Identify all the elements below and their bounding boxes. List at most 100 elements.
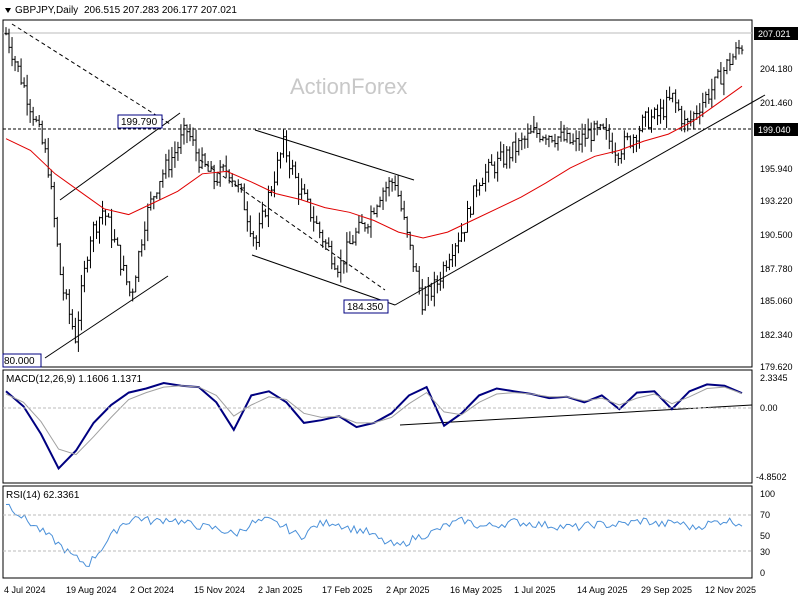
price-bar <box>345 232 349 273</box>
price-bar <box>366 223 370 234</box>
price-bar <box>143 221 147 251</box>
price-panel <box>2 19 753 368</box>
price-bar <box>562 124 566 142</box>
price-bar <box>333 256 337 271</box>
price-bar <box>34 116 38 123</box>
price-bar <box>689 110 693 127</box>
price-bar <box>387 177 391 197</box>
date-label: 29 Sep 2025 <box>641 585 692 595</box>
price-bar <box>91 221 95 253</box>
price-bar <box>104 209 108 226</box>
price-bar <box>478 182 482 196</box>
price-bar <box>659 98 663 124</box>
price-bar <box>82 260 86 293</box>
price-bar <box>653 107 657 120</box>
price-bar <box>170 146 174 178</box>
price-bar <box>25 74 29 116</box>
price-bar <box>70 309 74 330</box>
price-bar <box>116 237 120 246</box>
price-tick: 204.180 <box>760 64 793 74</box>
rsi-panel <box>2 485 753 579</box>
price-tick: 187.780 <box>760 264 793 274</box>
price-axis: 207.021 204.180 201.460 199.040 195.940 … <box>754 27 798 372</box>
price-bar <box>188 124 192 142</box>
price-bar <box>179 124 183 155</box>
watermark: ActionForex <box>290 74 407 99</box>
high-tag: 199.790 <box>121 117 158 128</box>
price-bar <box>511 141 515 162</box>
price-bar <box>125 264 129 286</box>
price-bar <box>438 271 442 291</box>
price-bar <box>520 132 524 151</box>
price-bar <box>493 161 497 179</box>
price-bar <box>505 146 509 169</box>
price-bar <box>291 159 295 175</box>
price-bar <box>306 189 310 203</box>
date-label: 2 Apr 2025 <box>386 585 430 595</box>
price-bar <box>577 130 581 151</box>
price-bar <box>351 234 355 245</box>
price-bar <box>502 144 506 168</box>
price-bar <box>402 200 406 220</box>
price-bar <box>113 229 117 243</box>
price-bar <box>456 232 460 254</box>
price-bar <box>19 58 23 85</box>
price-bar <box>595 120 599 136</box>
price-bar <box>716 69 720 79</box>
price-bar <box>378 196 382 208</box>
price-bar <box>324 239 328 250</box>
price-bar <box>327 237 331 248</box>
price-bar <box>300 178 304 200</box>
price-bar <box>671 92 675 103</box>
price-bar <box>297 172 301 205</box>
price-bar <box>637 125 641 149</box>
price-bar <box>7 28 11 54</box>
rising-trendline <box>394 94 766 306</box>
price-bar <box>288 151 292 179</box>
price-bar <box>622 130 626 160</box>
price-bar <box>230 173 234 188</box>
price-bar <box>450 244 454 268</box>
rsi-tick: 50 <box>760 531 770 541</box>
price-bar <box>469 206 473 218</box>
channel-lower-2 <box>251 254 396 306</box>
price-bar <box>396 175 400 197</box>
price-bar <box>275 151 279 186</box>
current-price-label: 207.021 <box>758 29 791 39</box>
price-bar <box>619 150 623 164</box>
price-bar <box>432 271 436 307</box>
price-bar <box>278 152 282 169</box>
chevron-down-icon <box>5 8 11 13</box>
price-bar <box>155 192 159 199</box>
price-bar <box>134 275 138 293</box>
price-bar <box>330 240 334 270</box>
price-bar <box>737 39 741 55</box>
price-bar <box>260 201 264 229</box>
rsi-label: RSI(14) 62.3361 <box>6 490 80 501</box>
price-bar <box>586 118 590 139</box>
price-bar <box>203 153 207 168</box>
price-bar <box>514 132 518 163</box>
price-bar <box>182 117 186 145</box>
price-bar <box>598 123 602 131</box>
price-bar <box>668 86 672 101</box>
price-tick: 190.500 <box>760 230 793 240</box>
price-bar <box>713 76 717 100</box>
price-bar <box>251 230 255 247</box>
price-bar <box>631 134 635 154</box>
price-bar <box>701 92 705 118</box>
price-bar <box>453 243 457 267</box>
price-bar <box>420 278 424 315</box>
price-bar <box>58 243 62 276</box>
low-tag: 184.350 <box>347 302 384 313</box>
price-bar <box>707 88 711 104</box>
price-bar <box>529 124 533 134</box>
price-bar <box>526 123 530 148</box>
price-bar <box>339 249 343 283</box>
price-bar <box>282 129 286 158</box>
left-low-tag: 80.000 <box>4 356 35 367</box>
price-bar <box>137 250 141 283</box>
price-tick: 179.620 <box>760 362 793 372</box>
price-bar <box>98 216 102 244</box>
price-bar <box>194 129 198 162</box>
